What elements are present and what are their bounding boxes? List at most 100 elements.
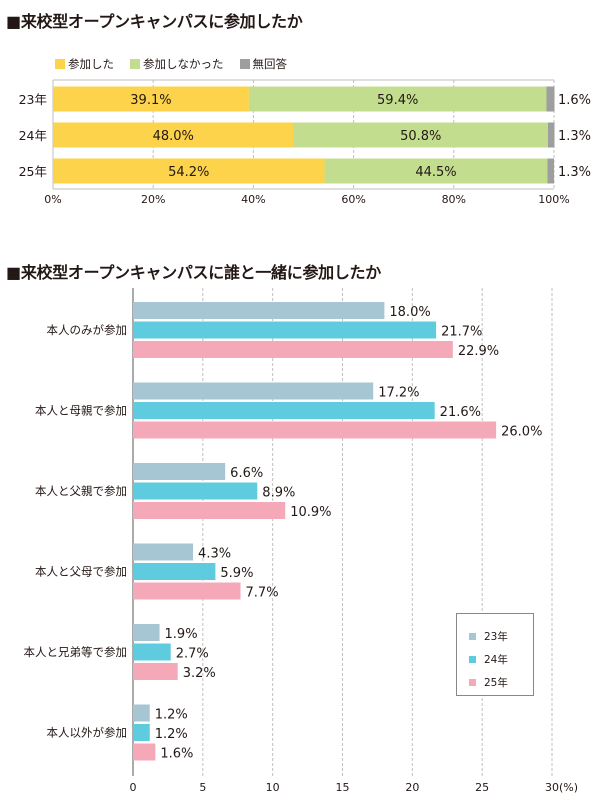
legend-swatch-23: [469, 633, 476, 640]
chart2-bar: [133, 543, 194, 561]
chart2-bar: [133, 302, 385, 319]
legend-item-no-answer: 無回答: [239, 56, 288, 72]
chart1-tick-label: 80%: [442, 193, 466, 206]
chart2-bar: [133, 502, 286, 519]
chart1-data-label: 59.4%: [377, 93, 418, 108]
legend-label-24: 24年: [484, 654, 508, 666]
chart2-bar: [133, 563, 216, 580]
legend-item-25: 25年: [469, 671, 533, 694]
chart2-data-label: 6.6%: [230, 466, 263, 481]
chart1-bar-segment: [248, 86, 547, 112]
chart2-tick-label: 15: [336, 781, 350, 794]
chart1-data-label: 1.6%: [558, 93, 591, 108]
chart1-data-label: 48.0%: [153, 129, 194, 144]
chart1-category-label: 25年: [19, 164, 47, 179]
chart2-data-label: 21.7%: [441, 325, 482, 340]
chart2-data-label: 5.9%: [220, 566, 253, 581]
chart2-bar: [133, 341, 453, 358]
chart1-category-label: 24年: [19, 128, 47, 143]
chart2-legend: 23年 24年 25年: [456, 613, 534, 696]
chart2-bar: [133, 663, 178, 680]
chart2-tick-label: 25: [475, 781, 489, 794]
chart2-data-label: 7.7%: [246, 586, 279, 601]
legend-label-23: 23年: [484, 631, 508, 643]
chart2-bar: [133, 463, 226, 480]
chart2-bar: [133, 321, 437, 339]
chart1-bar-segment: [547, 158, 554, 184]
chart1-legend: 参加した 参加しなかった 無回答: [55, 56, 287, 72]
chart1-bar-segment: [547, 122, 555, 148]
chart2-bar: [133, 743, 156, 761]
chart1-tick-label: 60%: [341, 193, 365, 206]
chart1-tick-label: 40%: [241, 193, 265, 206]
chart2-category-label: 本人と父親で参加: [35, 484, 127, 498]
chart1-bar-segment: [53, 86, 249, 112]
chart2-data-label: 17.2%: [378, 386, 419, 401]
chart2-bar: [133, 704, 150, 722]
chart2-data-label: 1.6%: [160, 747, 193, 762]
chart2-category-label: 本人と兄弟等で参加: [24, 645, 128, 659]
chart2-data-label: 1.2%: [155, 727, 188, 742]
chart1-title: ■来校型オープンキャンパスに参加したか: [6, 12, 303, 31]
chart1-tick-label: 100%: [538, 193, 569, 206]
chart1-data-label: 39.1%: [130, 93, 171, 108]
chart2-bar: [133, 643, 171, 661]
chart1-stacked-bar-chart: 0% 20% 40% 60% 80% 100% 23年 39.1% 59.4% 1.6% 24年 48…: [19, 79, 591, 206]
chart2-category-label: 本人以外が参加: [47, 726, 128, 740]
legend-label-no-answer: 無回答: [252, 57, 288, 71]
chart2-data-label: 4.3%: [198, 547, 231, 562]
chart1-data-label: 54.2%: [168, 165, 209, 180]
chart1-bar-segment: [53, 122, 294, 148]
chart2-data-label: 10.9%: [290, 505, 331, 520]
chart2-tick-label: 5: [199, 781, 206, 794]
chart2-tick-label: 30: [545, 781, 559, 794]
legend-item-participated: 参加した: [55, 56, 114, 72]
chart2-tick-label: 0: [130, 781, 137, 794]
chart1-data-label: 1.3%: [558, 165, 591, 180]
legend-label-25: 25年: [484, 677, 508, 689]
legend-item-24: 24年: [469, 648, 533, 671]
chart1-bar-segment: [293, 122, 548, 148]
chart2-title: ■来校型オープンキャンパスに誰と一緒に参加したか: [6, 263, 381, 282]
chart2-data-label: 26.0%: [501, 425, 542, 440]
legend-label-not-participated: 参加しなかった: [143, 57, 224, 71]
chart2-data-label: 3.2%: [183, 666, 216, 681]
chart2-data-label: 1.2%: [155, 708, 188, 723]
chart2-axis-unit: (%): [559, 781, 578, 794]
legend-swatch-participated: [55, 59, 65, 69]
legend-swatch-24: [469, 656, 476, 663]
chart2-data-label: 2.7%: [176, 647, 209, 662]
chart2-data-label: 8.9%: [262, 486, 295, 501]
chart2-category-label: 本人と母親で参加: [35, 404, 127, 418]
chart2-bar: [133, 382, 374, 400]
chart1-data-label: 44.5%: [415, 165, 456, 180]
chart1-bar-segment: [546, 86, 555, 112]
chart1-bar-segment: [324, 158, 548, 184]
chart2-bar: [133, 421, 497, 439]
chart2-category-label: 本人と父母で参加: [35, 565, 127, 579]
chart1-data-label: 1.3%: [558, 129, 591, 144]
chart2-bar: [133, 724, 150, 741]
chart1-bar-segment: [53, 158, 325, 184]
chart1-tick-label: 20%: [141, 193, 165, 206]
chart2-data-label: 21.6%: [440, 405, 481, 420]
chart1-tick-label: 0%: [44, 193, 61, 206]
chart2-bar: [133, 482, 258, 500]
chart1-category-label: 23年: [19, 92, 47, 107]
chart2-bar: [133, 582, 241, 600]
chart2-bar: [133, 402, 435, 419]
chart2-data-label: 1.9%: [165, 627, 198, 642]
legend-item-not-participated: 参加しなかった: [130, 56, 224, 72]
chart2-tick-label: 10: [266, 781, 280, 794]
chart2-bar: [133, 624, 160, 641]
chart2-tick-label: 20: [405, 781, 419, 794]
legend-item-23: 23年: [469, 625, 533, 648]
chart2-data-label: 18.0%: [389, 305, 430, 320]
chart2-category-label: 本人のみが参加: [47, 323, 128, 337]
legend-swatch-not-participated: [130, 59, 140, 69]
chart1-data-label: 50.8%: [400, 129, 441, 144]
chart2-data-label: 22.9%: [458, 344, 499, 359]
legend-swatch-25: [469, 679, 476, 686]
legend-label-participated: 参加した: [68, 57, 114, 71]
